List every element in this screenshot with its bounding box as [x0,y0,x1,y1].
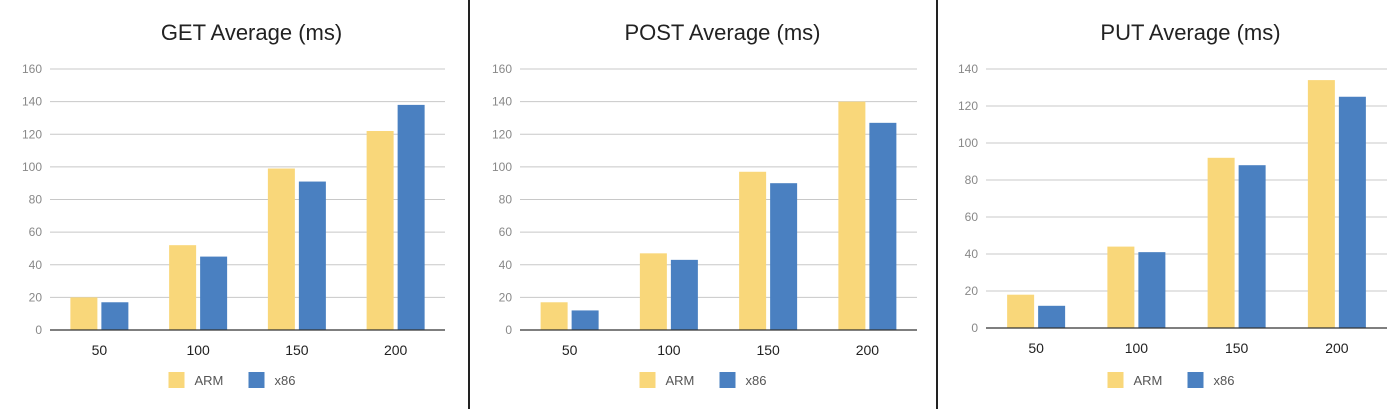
bar-x86-200 [1338,96,1366,328]
y-tick-label: 0 [971,321,978,335]
bar-arm-100 [169,245,197,330]
x-category-label: 50 [1028,340,1044,356]
x-category-label: 150 [285,342,309,358]
y-tick-label: 140 [958,62,978,76]
y-tick-label: 120 [958,99,978,113]
panel-divider [468,0,470,409]
y-tick-label: 40 [499,258,513,272]
chart-get: GET Average (ms) 0 20 40 60 80 100 120 140 160 50 1… [22,20,445,388]
chart-panel-post: POST Average (ms) 0 20 40 60 80 100 120 140 160 50… [470,0,936,409]
y-tick-label: 60 [499,225,513,239]
y-tick-label: 120 [492,127,512,141]
x-category-label: 200 [856,342,880,358]
legend-swatch-x86 [719,372,736,388]
bar-arm-200 [366,130,394,330]
chart-title: PUT Average (ms) [1100,20,1280,45]
x-category-label: 200 [1325,340,1349,356]
bar-x86-150 [298,181,326,330]
legend-label-arm: ARM [195,373,224,388]
x-category-label: 150 [1225,340,1249,356]
legend-swatch-arm [639,372,656,388]
y-tick-label: 60 [29,225,43,239]
y-tick-label: 0 [35,323,42,337]
y-tick-label: 0 [505,323,512,337]
y-tick-label: 20 [499,290,513,304]
bar-arm-50 [70,297,98,330]
bar-arm-200 [838,101,866,330]
y-tick-label: 80 [965,173,979,187]
legend-label-arm: ARM [666,373,695,388]
chart-post: POST Average (ms) 0 20 40 60 80 100 120 140 160 50… [492,20,917,388]
bar-x86-200 [869,122,897,330]
y-tick-label: 60 [965,210,979,224]
panel-divider [936,0,938,409]
y-tick-label: 100 [958,136,978,150]
bar-arm-150 [739,171,767,330]
bar-x86-50 [1038,305,1066,328]
x-category-label: 100 [186,342,210,358]
x-category-label: 50 [92,342,108,358]
y-tick-label: 40 [965,247,979,261]
bar-arm-50 [1007,294,1035,328]
bar-x86-100 [670,259,698,330]
y-tick-label: 100 [22,160,42,174]
y-tick-label: 140 [22,95,42,109]
bar-arm-200 [1307,80,1335,328]
chart-title: POST Average (ms) [624,20,820,45]
x-category-label: 150 [756,342,780,358]
legend-swatch-arm [1107,372,1124,388]
bar-arm-150 [1207,157,1235,328]
chart-panel-get: GET Average (ms) 0 20 40 60 80 100 120 140 160 50 1… [0,0,468,409]
legend-swatch-x86 [248,372,265,388]
x-category-label: 100 [1125,340,1149,356]
y-tick-label: 120 [22,127,42,141]
bar-x86-200 [397,104,425,330]
y-tick-label: 160 [22,62,42,76]
bar-arm-150 [267,168,295,330]
bar-x86-50 [571,310,599,330]
y-tick-label: 100 [492,160,512,174]
bar-x86-50 [101,302,129,330]
y-tick-label: 140 [492,95,512,109]
legend-swatch-x86 [1187,372,1204,388]
bar-x86-100 [1138,252,1166,328]
bar-x86-150 [1238,165,1266,328]
y-tick-label: 80 [499,193,513,207]
legend-label-x86: x86 [1214,373,1235,388]
x-category-label: 50 [562,342,578,358]
legend-label-x86: x86 [275,373,296,388]
chart-panel-put: PUT Average (ms) 0 20 40 60 80 100 120 140 50 100 1… [938,0,1400,409]
bar-arm-100 [639,253,667,330]
x-category-label: 200 [384,342,408,358]
bar-arm-50 [540,302,568,330]
bar-arm-100 [1107,246,1135,328]
bar-x86-100 [200,256,228,330]
y-tick-label: 160 [492,62,512,76]
chart-title: GET Average (ms) [161,20,342,45]
bar-x86-150 [770,183,798,330]
legend-label-arm: ARM [1134,373,1163,388]
y-tick-label: 20 [965,284,979,298]
x-category-label: 100 [657,342,681,358]
legend-label-x86: x86 [746,373,767,388]
y-tick-label: 40 [29,258,43,272]
legend-swatch-arm [168,372,185,388]
y-tick-label: 80 [29,193,43,207]
chart-put: PUT Average (ms) 0 20 40 60 80 100 120 140 50 100 1… [958,20,1387,388]
y-tick-label: 20 [29,290,43,304]
